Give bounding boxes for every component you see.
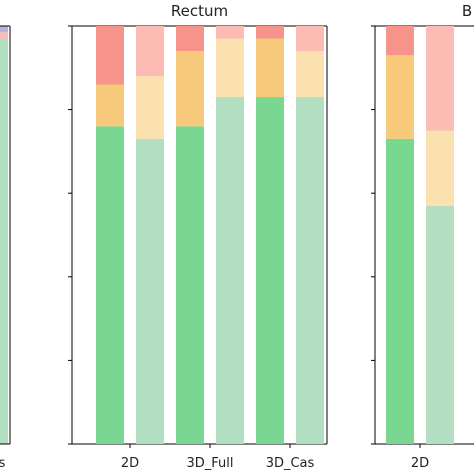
rectum-3D_Full-bar-0-segment-0: [176, 126, 204, 444]
rectum-2D-bar-0-segment-1: [96, 84, 124, 127]
rectum-2D-bar-1-segment-2: [136, 26, 164, 77]
right-title: B: [462, 2, 472, 20]
rectum-x-tick-label: 2D: [121, 456, 139, 471]
left-x-tick-label: s: [0, 456, 6, 471]
rectum-panel: 2D 3D_Full 3D_Cas Rectum: [68, 2, 328, 471]
rectum-2D-bar-0-segment-2: [96, 26, 124, 85]
rectum-title: Rectum: [171, 2, 228, 20]
rectum-3D_Full-bar-0-segment-1: [176, 51, 204, 127]
right-panel: 2D B: [371, 2, 474, 471]
right-2D-bar-1-segment-0: [426, 205, 454, 444]
rectum-3D_Cas-bar-0-segment-0: [256, 97, 284, 444]
rectum-3D_Full-bar-1-segment-2: [216, 26, 244, 39]
rectum-3D_Cas-bar-1-segment-2: [296, 26, 324, 52]
rectum-x-tick-label: 3D_Cas: [266, 456, 315, 471]
rectum-2D-bar-1-segment-1: [136, 76, 164, 139]
rectum-3D_Full-bar-0-segment-2: [176, 26, 204, 52]
rectum-3D_Cas-bar-1-segment-0: [296, 97, 324, 444]
left-bar-segment-3: [0, 26, 8, 33]
right-2D-bar-0-segment-0: [386, 138, 414, 445]
rectum-2D-bar-1-segment-0: [136, 138, 164, 445]
right-2D-bar-0-segment-1: [386, 55, 414, 139]
rectum-3D_Cas-bar-0-segment-2: [256, 26, 284, 39]
left-panel: s: [0, 25, 11, 471]
rectum-x-tick-label: 3D_Full: [186, 456, 233, 471]
left-bar-segment-0: [0, 38, 8, 444]
rectum-2D-bar-0-segment-0: [96, 126, 124, 444]
rectum-3D_Full-bar-1-segment-0: [216, 97, 244, 444]
right-2D-bar-1-segment-2: [426, 26, 454, 131]
left-bar-segment-2: [0, 32, 8, 39]
right-2D-bar-0-segment-2: [386, 26, 414, 56]
right-2D-bar-1-segment-1: [426, 130, 454, 206]
rectum-3D_Cas-bar-1-segment-1: [296, 51, 324, 98]
rectum-3D_Full-bar-1-segment-1: [216, 38, 244, 98]
rectum-3D_Cas-bar-0-segment-1: [256, 38, 284, 98]
right-x-tick-label: 2D: [411, 456, 429, 471]
